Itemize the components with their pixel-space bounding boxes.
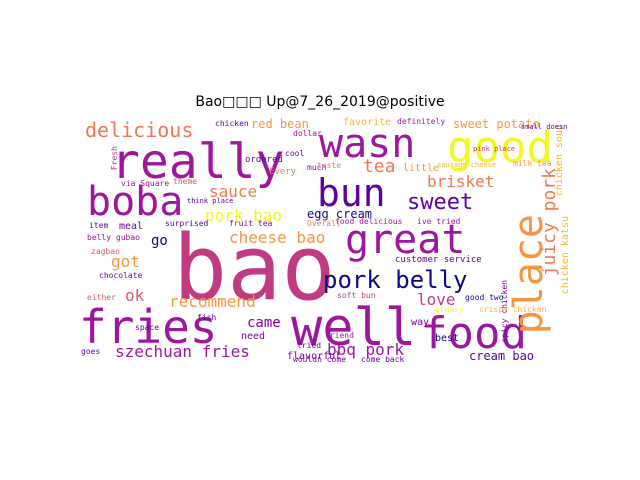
word-fish: fish — [197, 313, 217, 322]
word-brisket: brisket — [427, 172, 495, 191]
word-best: best — [435, 333, 460, 344]
word-cloud: bao really fries well food boba great go… — [81, 116, 573, 365]
word-fresh: Fresh — [110, 146, 119, 171]
word-came: came — [247, 315, 281, 331]
word-chocolate: chocolate — [99, 271, 143, 280]
word-pork-bao: pork bao — [205, 206, 283, 225]
word-egg-cream: egg cream — [307, 207, 373, 221]
word-love: love — [417, 290, 456, 309]
word-little: little — [403, 163, 440, 174]
word-chicken-katsu: chicken katsu — [560, 216, 571, 295]
word-go: go — [151, 233, 168, 249]
word-ordered: ordered — [245, 155, 283, 165]
word-goes: goes — [81, 347, 101, 356]
word-dollar: dollar — [293, 129, 322, 138]
word-milk-tea: milk tea — [513, 159, 552, 168]
word-need: need — [241, 331, 266, 342]
word-theme: theme — [173, 177, 198, 186]
word-much: much — [307, 163, 327, 172]
word-bao: bao — [173, 216, 336, 321]
word-ive-tried: ive tried — [417, 217, 461, 226]
word-bun: bun — [317, 171, 386, 215]
word-overall: Overall — [307, 219, 341, 228]
word-recommend: recommend — [169, 292, 256, 311]
word-good-two: good two — [465, 293, 504, 302]
word-pork-belly: pork belly — [323, 266, 468, 294]
word-szechuan-fries: szechuan fries — [115, 342, 250, 361]
word-friend: friend — [325, 331, 354, 340]
word-think-place: think place — [187, 197, 234, 205]
word-sausage-cheese: sausage cheese — [437, 161, 497, 169]
word-really: really — [111, 134, 285, 190]
word-via-square: via Square — [121, 179, 170, 188]
word-crispy-chicken: crispy chicken — [479, 305, 547, 314]
word-fries: fries — [81, 300, 218, 354]
word-every: Every — [269, 167, 297, 177]
word-surprised: surprised — [165, 219, 209, 228]
word-either: either — [87, 293, 116, 302]
word-soft-bun: soft bun — [337, 291, 376, 300]
word-small-doesn: small doesn — [521, 123, 568, 131]
word-cream-bao: cream bao — [469, 349, 535, 363]
word-boba: boba — [87, 179, 184, 225]
word-got: got — [111, 252, 140, 271]
word-come-back: come back — [361, 355, 405, 364]
word-well: well — [291, 298, 417, 358]
word-way: way — [411, 317, 430, 328]
word-tea: tea — [363, 156, 396, 177]
word-favorite: favorite — [343, 117, 392, 128]
word-red-bean: red bean — [251, 117, 309, 131]
word-wouldn-come: wouldn come — [293, 355, 346, 364]
word-fruit-tea: fruit tea — [229, 219, 273, 228]
word-good: good — [447, 122, 553, 173]
word-chicken: chicken — [215, 119, 249, 128]
word-sweet-potato: sweet potato — [453, 117, 540, 131]
word-delicious: delicious — [85, 118, 194, 142]
word-sweet: sweet — [407, 190, 474, 215]
word-food: food — [421, 308, 527, 359]
word-cheese-bao: cheese bao — [229, 228, 326, 247]
word-chicken-soup: chicken soup — [554, 124, 565, 197]
word-taste: taste — [317, 161, 342, 170]
plot-title: Bao□□□ Up@7_26_2019@positive — [195, 94, 445, 110]
word-space: space — [135, 323, 160, 332]
word-great: great — [345, 217, 466, 263]
word-wasn: wasn — [319, 121, 416, 167]
word-meal: meal — [119, 221, 144, 232]
word-cool: cool — [285, 149, 305, 158]
word-pink-place: pink place — [473, 145, 516, 153]
word-ok: ok — [125, 286, 145, 305]
word-tried: tried — [297, 341, 322, 350]
word-definitely: definitely — [397, 117, 446, 126]
word-customer-service: customer service — [395, 255, 482, 265]
word-zagbao: zagbao — [91, 247, 120, 256]
word-belly-gubao: belly gubao — [87, 233, 140, 242]
word-greasy: greasy — [435, 305, 464, 314]
word-sauce: sauce — [209, 182, 258, 201]
word-flavorful: flavorful — [287, 351, 342, 362]
word-bbq-pork: bbq pork — [327, 340, 405, 359]
word-item: item — [89, 221, 109, 230]
word-food-delicious: food delicious — [335, 217, 403, 226]
